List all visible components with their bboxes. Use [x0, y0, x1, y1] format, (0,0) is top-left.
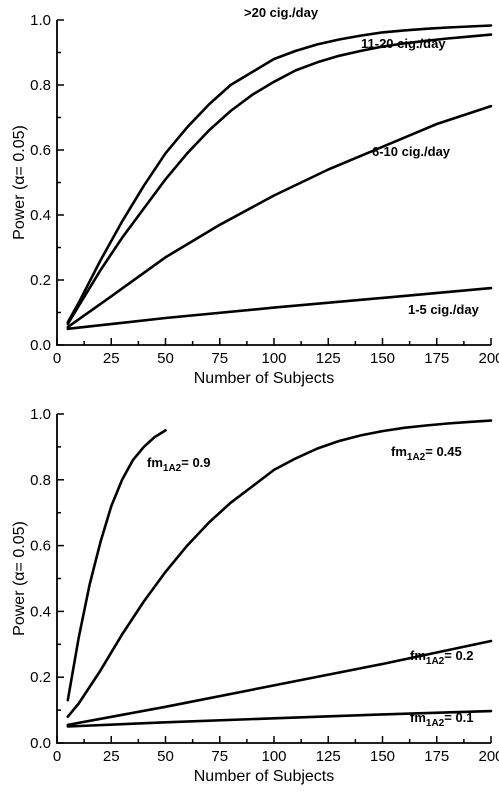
x-tick-label: 25: [103, 748, 120, 765]
x-tick-label: 75: [211, 350, 228, 367]
series-line: [68, 26, 491, 323]
y-tick-label: 0.0: [30, 337, 51, 354]
x-tick-label: 50: [157, 350, 174, 367]
series-label-subscript: 1A2: [426, 656, 445, 667]
chart-panel-2: 0 25 50 75 100 125 150 175 200 0.0 0.2 0.4 0.6 0.8 1.0…: [11, 406, 499, 785]
y-tick-label: 1.0: [30, 12, 51, 29]
series-label-prefix: fm: [147, 455, 163, 470]
y-tick-label: 1.0: [30, 406, 51, 423]
x-tick-label: 125: [316, 748, 341, 765]
x-tick-label: 100: [261, 748, 286, 765]
series-label: >20 cig./day: [244, 5, 319, 20]
x-tick-label: 150: [370, 748, 395, 765]
x-tick-label: 0: [53, 748, 61, 765]
y-tick-label: 0.2: [30, 272, 51, 289]
series-label-suffix: = 0.1: [444, 710, 473, 725]
series-label: fm1A2= 0.9: [147, 455, 211, 474]
y-tick-label: 0.2: [30, 669, 51, 686]
x-axis-title: Number of Subjects: [194, 768, 335, 785]
x-tick-label: 150: [370, 350, 395, 367]
series-label-subscript: 1A2: [426, 718, 445, 729]
x-axis-title: Number of Subjects: [194, 370, 335, 387]
x-tick-label: 175: [424, 350, 449, 367]
series-label-subscript: 1A2: [163, 463, 182, 474]
series-label: 6-10 cig./day: [372, 144, 451, 159]
y-tick-label: 0.8: [30, 77, 51, 94]
x-tick-label: 200: [478, 748, 499, 765]
y-tick-label: 0.4: [30, 207, 51, 224]
y-tick-label: 0.4: [30, 603, 51, 620]
series-label-suffix: = 0.2: [444, 648, 473, 663]
series-label-prefix: fm: [410, 710, 426, 725]
series-label: fm1A2= 0.45: [391, 444, 462, 463]
series-label: 11-20 cig./day: [361, 36, 446, 51]
x-tick-label: 75: [211, 748, 228, 765]
y-tick-label: 0.8: [30, 472, 51, 489]
x-tick-label: 50: [157, 748, 174, 765]
y-axis-title: Power (α= 0.05): [11, 125, 28, 240]
x-tick-label: 100: [261, 350, 286, 367]
series-label-suffix: = 0.45: [425, 444, 462, 459]
series-label-subscript: 1A2: [407, 452, 426, 463]
y-axis-title: Power (α= 0.05): [11, 521, 28, 636]
chart-panel-1: 0 25 50 75 100 125 150 175 200 0.0 0.2 0.4 0.6 0.8 1.0…: [11, 5, 499, 387]
x-tick-label: 0: [53, 350, 61, 367]
y-tick-label: 0.6: [30, 538, 51, 555]
y-tick-label: 0.6: [30, 142, 51, 159]
x-tick-label: 175: [424, 748, 449, 765]
series-line: [68, 430, 166, 700]
series-label-prefix: fm: [391, 444, 407, 459]
x-tick-label: 200: [478, 350, 499, 367]
series-label-prefix: fm: [410, 648, 426, 663]
y-tick-label: 0.0: [30, 735, 51, 752]
x-tick-label: 125: [316, 350, 341, 367]
series-label-suffix: = 0.9: [181, 455, 210, 470]
series-label: 1-5 cig./day: [408, 302, 480, 317]
axes-frame: [57, 414, 491, 743]
x-tick-label: 25: [103, 350, 120, 367]
axes-frame: [57, 20, 491, 345]
